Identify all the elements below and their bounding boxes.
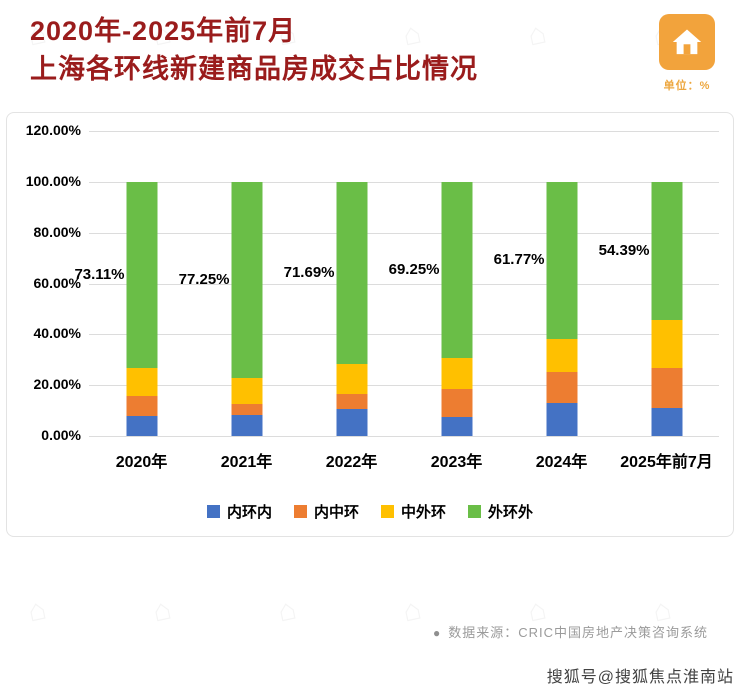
bar-segment-outer-ring (441, 181, 472, 358)
bar-column: 77.25% 2021年 (179, 131, 299, 471)
gridline (89, 131, 719, 132)
legend-item-outer-ring: 外环外 (468, 501, 533, 522)
chart-header: 2020年-2025年前7月 上海各环线新建商品房成交占比情况 (30, 12, 478, 88)
stacked-bar (441, 181, 472, 436)
data-label: 71.69% (283, 263, 335, 281)
bar-column: 71.69% 2022年 (284, 131, 404, 471)
bar-column: 61.77% 2024年 (494, 131, 614, 471)
bar-segment-middle-outer-ring (126, 367, 157, 396)
bar-segment-outer-ring (336, 181, 367, 365)
legend-label: 内中环 (313, 504, 359, 521)
bar-segment-middle-outer-ring (546, 338, 577, 373)
gridline (89, 436, 719, 437)
bar-segment-inner-ring (546, 402, 577, 436)
bar-segment-inner-middle-ring (651, 367, 682, 408)
x-axis-label: 2023年 (430, 454, 483, 471)
x-axis-label: 2025年前7月 (620, 454, 713, 471)
watermark-glyph: ⌂ (24, 592, 50, 629)
gridline (89, 181, 719, 183)
stacked-bar (336, 181, 367, 436)
legend-label: 外环外 (488, 504, 534, 521)
y-axis-tick: 100.00% (25, 172, 81, 189)
legend-label: 中外环 (401, 504, 447, 521)
bar-segment-inner-ring (441, 416, 472, 436)
legend-item-inner-ring: 内环内 (206, 501, 272, 522)
bar-segment-inner-ring (231, 415, 262, 436)
chart-title-line1: 2020年-2025年前7月 (30, 16, 297, 46)
bar-segment-outer-ring (651, 181, 682, 321)
data-label: 69.25% (388, 260, 440, 278)
data-label: 54.39% (598, 241, 650, 259)
y-axis-tick: 0.00% (41, 427, 81, 443)
watermark-glyph: ⌂ (149, 592, 175, 629)
gridline (89, 385, 719, 387)
bars: 73.11% 2020年 77.25% 2021年 71.69% 2022年 69.25% 2… (74, 131, 719, 471)
y-axis-tick: 20.00% (33, 376, 81, 393)
bar-segment-inner-ring (336, 408, 367, 436)
bar-segment-middle-outer-ring (651, 320, 682, 368)
legend-swatch (206, 505, 220, 518)
bar-column: 54.39% 2025年前7月 (599, 131, 719, 471)
bar-segment-middle-outer-ring (231, 378, 262, 404)
bar-column: 69.25% 2023年 (389, 131, 509, 471)
unit-label: 单位：% (663, 80, 711, 92)
bar-segment-inner-middle-ring (336, 393, 367, 409)
stacked-bar (126, 181, 157, 436)
sohu-watermark: 搜狐号@搜狐焦点淮南站 (546, 669, 734, 686)
gridline (89, 283, 719, 285)
x-axis-label: 2020年 (115, 454, 168, 471)
data-source: ● 数据来源：CRIC中国房地产决策咨询系统 (433, 622, 708, 641)
bar-segment-outer-ring (231, 181, 262, 379)
legend-swatch (468, 505, 482, 518)
source-text: 数据来源：CRIC中国房地产决策咨询系统 (448, 625, 708, 640)
y-axis-tick: 120.00% (25, 122, 81, 138)
watermark-glyph: ⌂ (399, 592, 425, 629)
y-axis-tick: 40.00% (33, 325, 81, 342)
legend-item-middle-outer-ring: 中外环 (381, 501, 446, 522)
data-label: 73.11% (74, 265, 125, 283)
y-axis-tick: 80.00% (33, 223, 81, 240)
watermark-glyph: ⌂ (274, 592, 300, 629)
legend-swatch (381, 505, 394, 518)
legend: 内环内 内中环 中外环 外环外 (7, 501, 733, 522)
bar-segment-inner-middle-ring (546, 372, 577, 403)
bar-segment-middle-outer-ring (441, 357, 472, 389)
chart-panel: 120.00% 100.00% 80.00% 60.00% 40.00% 20.00% 0.… (6, 112, 734, 537)
bar-segment-middle-outer-ring (336, 364, 367, 394)
data-label: 61.77% (493, 251, 545, 269)
unit-badge: 单位：% (656, 14, 718, 93)
x-axis-label: 2024年 (535, 454, 588, 471)
bar-column: 73.11% 2020年 (74, 131, 194, 471)
legend-label: 内环内 (226, 504, 272, 521)
bullet-icon: ● (432, 626, 442, 640)
plot-area: 73.11% 2020年 77.25% 2021年 71.69% 2022年 69.25% 2… (74, 131, 719, 471)
bar-segment-outer-ring (126, 181, 157, 368)
bar-segment-inner-middle-ring (231, 403, 262, 416)
bar-segment-outer-ring (546, 181, 577, 339)
data-label: 77.25% (178, 271, 230, 288)
y-axis: 120.00% 100.00% 80.00% 60.00% 40.00% 20.00% 0.… (7, 122, 81, 443)
legend-swatch (293, 505, 307, 518)
x-axis-label: 2021年 (220, 454, 273, 471)
bar-segment-inner-middle-ring (126, 395, 157, 416)
legend-item-inner-middle-ring: 内中环 (293, 501, 359, 522)
stacked-bar (231, 181, 262, 436)
bar-segment-inner-ring (651, 407, 682, 436)
stacked-bar (651, 181, 682, 436)
bar-segment-inner-ring (126, 415, 157, 436)
bar-segment-inner-middle-ring (441, 388, 472, 417)
x-axis-label: 2022年 (325, 454, 378, 471)
house-icon (659, 14, 715, 70)
gridline (89, 334, 719, 336)
stacked-bar (546, 181, 577, 436)
watermark-glyph: ⌂ (524, 16, 550, 53)
gridlines (89, 131, 719, 437)
chart-title-line2: 上海各环线新建商品房成交占比情况 (30, 54, 478, 84)
y-axis-tick: 60.00% (33, 274, 81, 291)
gridline (89, 232, 719, 234)
